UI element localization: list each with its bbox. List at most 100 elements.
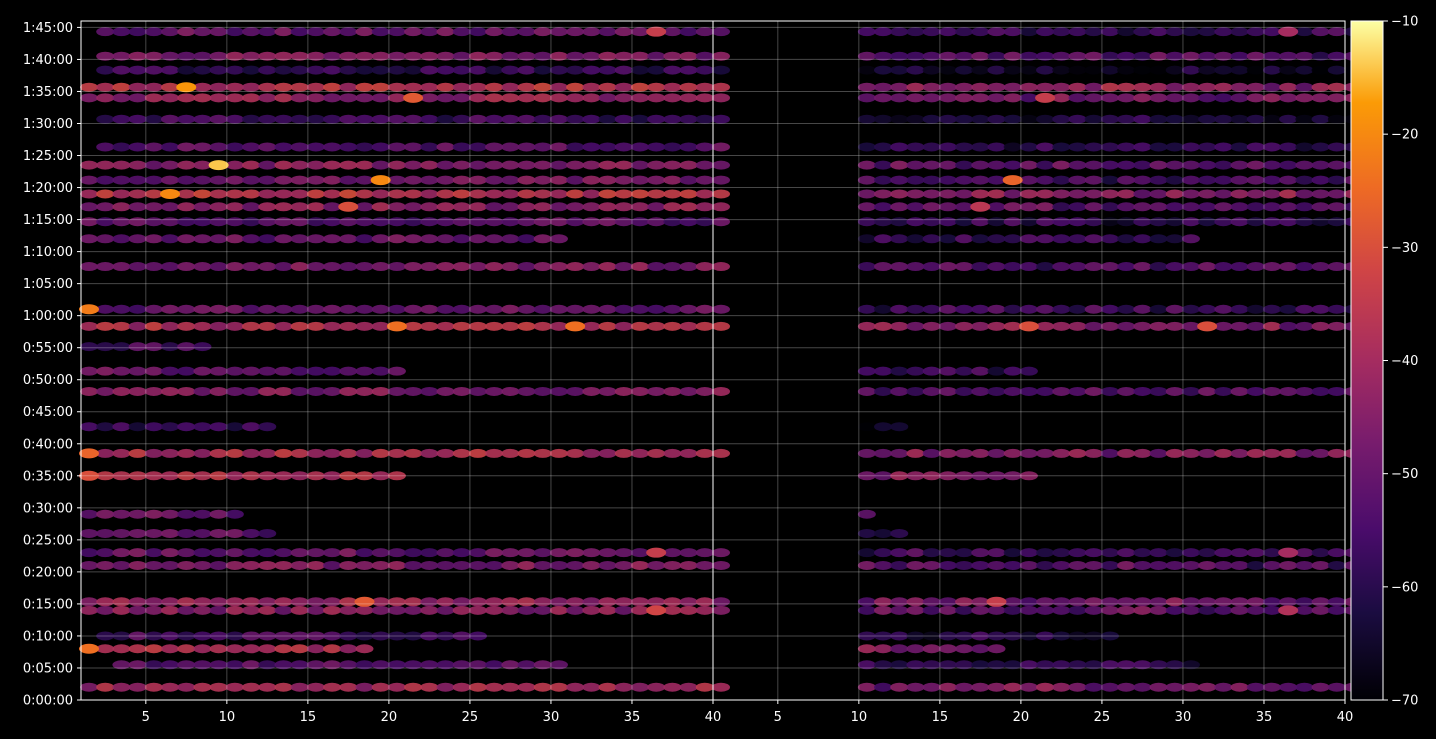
heat-cell — [371, 321, 390, 331]
heat-cell — [420, 82, 439, 92]
heat-cell — [874, 422, 893, 432]
heat-cell — [1084, 605, 1103, 615]
heat-cell — [371, 65, 390, 75]
heat-cell — [695, 386, 714, 396]
heat-cell — [242, 660, 261, 670]
heat-cell — [209, 448, 228, 458]
heat-cell — [193, 93, 212, 103]
heat-cell — [371, 631, 390, 641]
heat-cell — [533, 605, 552, 615]
heat-cell — [647, 93, 666, 103]
heat-cell — [452, 548, 471, 558]
y-tick-label: 1:45:00 — [23, 21, 73, 36]
heat-cell — [1327, 448, 1346, 458]
heat-cell — [1052, 262, 1071, 272]
heat-cell — [323, 51, 342, 61]
heat-cell-bright — [386, 321, 407, 332]
heat-cell — [1262, 386, 1281, 396]
heat-cell — [1230, 27, 1249, 37]
heat-cell — [1181, 51, 1200, 61]
y-tick-label: 0:35:00 — [23, 469, 73, 484]
heat-cell — [549, 217, 568, 227]
heat-cell — [1214, 448, 1233, 458]
heat-cell — [1117, 189, 1136, 199]
heat-cell-bright — [354, 596, 375, 607]
heat-cell — [1052, 682, 1071, 692]
heat-cell — [209, 189, 228, 199]
heat-cell — [161, 51, 180, 61]
heat-cell — [112, 93, 131, 103]
heat-cell — [274, 471, 293, 481]
heat-cell — [1149, 160, 1168, 170]
heat-cell — [128, 509, 147, 519]
heat-cell — [290, 366, 309, 376]
heat-cell — [1084, 234, 1103, 244]
heat-cell — [1068, 65, 1087, 75]
heat-cell — [598, 304, 617, 314]
heat-cell — [1165, 202, 1184, 212]
heat-cell — [225, 560, 244, 570]
heat-cell — [161, 93, 180, 103]
heat-cell — [955, 262, 974, 272]
heat-cell — [177, 114, 196, 124]
heat-cell — [274, 93, 293, 103]
heat-cell — [1246, 560, 1265, 570]
heat-cell — [274, 631, 293, 641]
heat-cell — [274, 114, 293, 124]
heat-cell — [1165, 597, 1184, 607]
heat-cell — [1003, 682, 1022, 692]
heat-cell — [679, 114, 698, 124]
heat-cell — [922, 321, 941, 331]
heat-cell — [404, 605, 423, 615]
heat-cell — [112, 560, 131, 570]
heat-cell — [874, 262, 893, 272]
heat-cell — [485, 65, 504, 75]
heat-cell — [1019, 65, 1038, 75]
heat-cell — [258, 51, 277, 61]
heat-cell — [630, 189, 649, 199]
heat-cell — [955, 160, 974, 170]
heat-cell — [128, 660, 147, 670]
heat-cell — [1214, 560, 1233, 570]
heat-cell — [857, 471, 876, 481]
heat-cell — [1068, 262, 1087, 272]
heat-cell — [161, 471, 180, 481]
heat-cell — [906, 202, 925, 212]
heat-cell — [566, 82, 585, 92]
heat-cell — [161, 597, 180, 607]
heat-cell — [404, 175, 423, 185]
heat-cell — [874, 93, 893, 103]
heat-cell — [922, 160, 941, 170]
heat-cell — [1084, 202, 1103, 212]
heat-cell — [96, 509, 115, 519]
heat-cell — [1262, 548, 1281, 558]
heat-cell — [614, 448, 633, 458]
heat-cell — [387, 304, 406, 314]
heat-cell — [242, 27, 261, 37]
heat-cell — [485, 386, 504, 396]
heat-cell — [306, 234, 325, 244]
heat-cell — [274, 682, 293, 692]
heat-cell — [1214, 114, 1233, 124]
heat-cell — [955, 175, 974, 185]
heat-cell — [679, 217, 698, 227]
heat-cell — [371, 142, 390, 152]
heat-cell — [1165, 51, 1184, 61]
heat-cell — [1133, 304, 1152, 314]
heat-cell — [582, 597, 601, 607]
heat-cell — [501, 321, 520, 331]
heat-cell — [371, 471, 390, 481]
heat-cell — [1279, 217, 1298, 227]
heat-cell — [144, 51, 163, 61]
heat-cell — [1117, 202, 1136, 212]
heat-cell — [128, 93, 147, 103]
heat-cell — [1198, 217, 1217, 227]
heat-cell — [355, 386, 374, 396]
heat-cell — [1165, 660, 1184, 670]
heat-cell-bright — [338, 201, 359, 212]
heat-cell — [1149, 27, 1168, 37]
heat-cell — [695, 142, 714, 152]
heat-cell — [1311, 386, 1330, 396]
heat-cell — [1181, 93, 1200, 103]
heat-cell — [193, 217, 212, 227]
